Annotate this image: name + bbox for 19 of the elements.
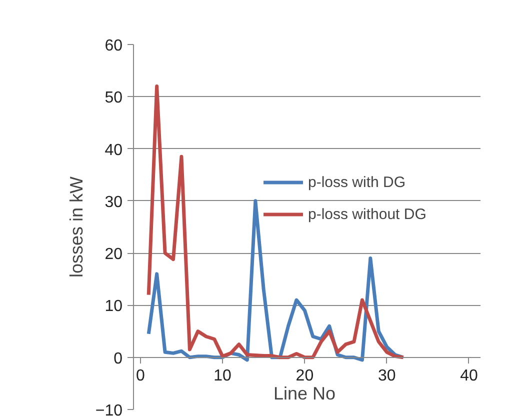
y-tick-label: 30: [104, 194, 123, 211]
x-axis-title: Line No: [273, 384, 336, 404]
y-tick-label: 40: [104, 142, 123, 159]
x-tick-label: 20: [296, 367, 314, 384]
y-tick-label: 10: [104, 298, 123, 316]
x-tick-label: 10: [214, 367, 232, 384]
y-tick-label: 50: [104, 90, 123, 107]
legend-label: p-loss without DG: [308, 206, 426, 222]
y-tick-label: 60: [104, 38, 123, 54]
line-series: [146, 199, 406, 362]
x-tick-label: 0: [136, 367, 145, 384]
y-tick-label: −10: [95, 402, 123, 416]
x-tick-label: 30: [378, 367, 396, 384]
y-axis-title: losses in kW: [66, 176, 86, 278]
legend-label: p-loss with DG: [308, 174, 406, 190]
x-tick-label: 40: [460, 367, 478, 384]
line-series: [146, 84, 406, 360]
y-tick-label: 0: [114, 350, 123, 368]
y-tick-label: 20: [104, 246, 123, 264]
